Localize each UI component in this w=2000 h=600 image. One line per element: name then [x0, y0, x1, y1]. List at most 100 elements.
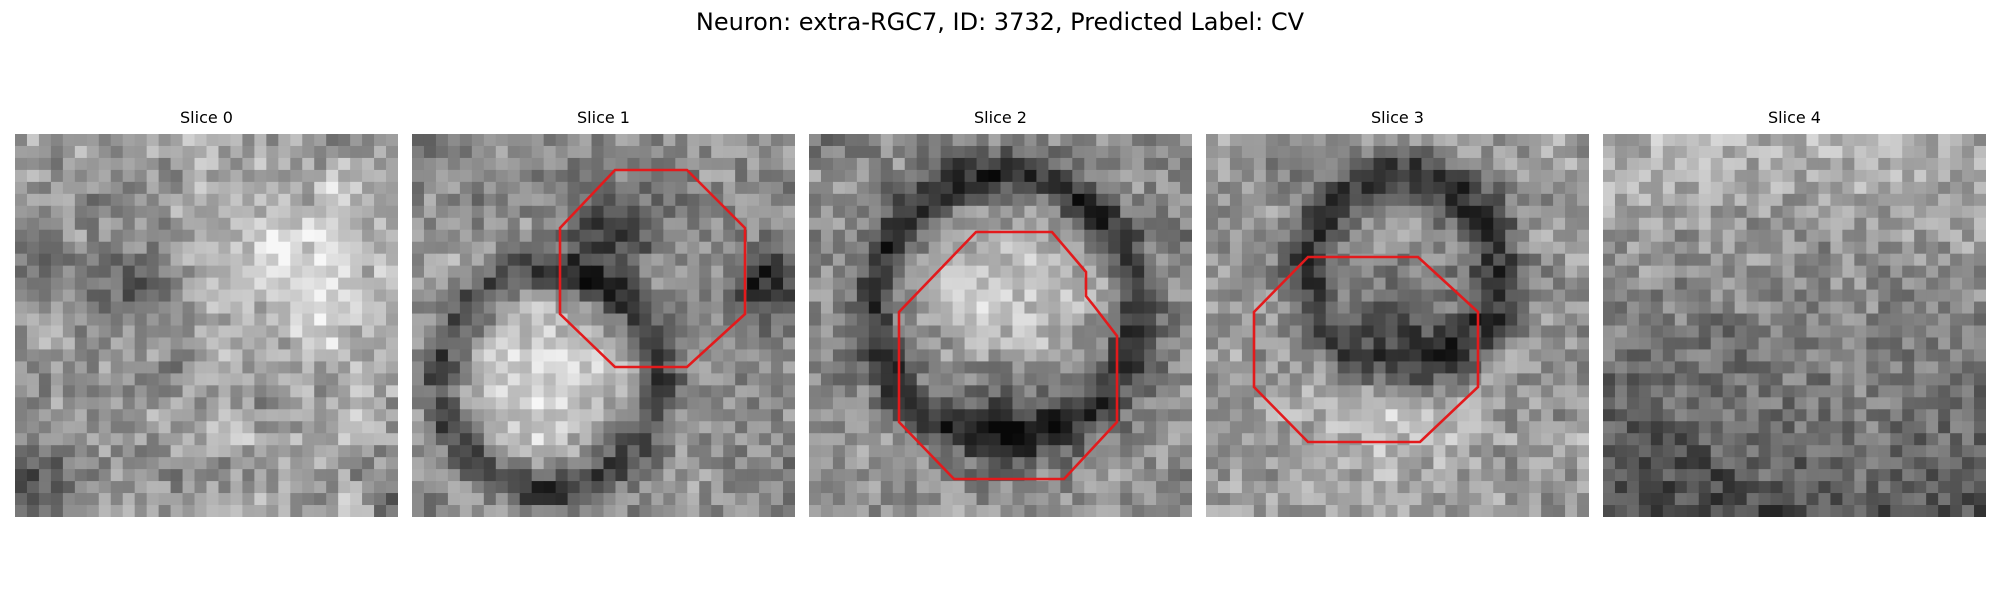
pixel: [952, 301, 966, 315]
pixel: [471, 349, 485, 363]
pixel: [928, 337, 942, 351]
pixel: [1325, 505, 1339, 517]
pixel: [1938, 217, 1951, 231]
pixel: [1457, 157, 1470, 171]
pixel: [615, 421, 629, 434]
pixel: [26, 421, 40, 434]
pixel: [423, 325, 437, 339]
pixel: [1024, 253, 1038, 267]
pixel: [495, 193, 509, 207]
pixel: [543, 349, 557, 363]
pixel: [820, 157, 834, 171]
pixel: [507, 229, 521, 243]
pixel: [338, 397, 351, 410]
pixel: [1048, 193, 1061, 207]
pixel: [1914, 433, 1927, 446]
pixel: [1241, 409, 1255, 422]
pixel: [809, 157, 822, 171]
pixel: [964, 277, 978, 291]
pixel: [952, 421, 966, 434]
pixel: [1132, 385, 1145, 398]
pixel: [1469, 481, 1482, 494]
pixel: [1758, 433, 1772, 446]
pixel: [459, 301, 473, 315]
pixel: [1373, 157, 1387, 171]
pixel: [1493, 181, 1506, 195]
pixel: [1938, 349, 1951, 363]
pixel: [242, 145, 255, 159]
pixel: [675, 493, 688, 506]
pixel: [1638, 385, 1652, 398]
pixel: [687, 145, 700, 159]
pixel: [1048, 481, 1061, 494]
pixel: [15, 481, 28, 494]
pixel: [868, 445, 882, 458]
pixel: [338, 457, 351, 470]
pixel: [1734, 217, 1748, 231]
pixel: [350, 457, 363, 470]
pixel: [1229, 385, 1243, 398]
pixel: [98, 313, 112, 327]
pixel: [856, 301, 870, 315]
pixel: [1206, 337, 1219, 351]
pixel: [1120, 145, 1133, 159]
pixel: [1890, 169, 1903, 183]
pixel: [976, 433, 990, 446]
pixel: [519, 385, 533, 398]
pixel: [976, 134, 990, 147]
pixel: [194, 145, 208, 159]
slice-pixel-grid: [412, 134, 795, 517]
pixel: [412, 457, 425, 470]
pixel: [940, 325, 954, 339]
pixel: [711, 253, 724, 267]
pixel: [1782, 409, 1796, 422]
pixel: [1902, 337, 1915, 351]
pixel: [471, 385, 485, 398]
pixel: [1433, 361, 1446, 374]
pixel: [1782, 277, 1796, 291]
pixel: [242, 457, 255, 470]
pixel: [759, 205, 772, 219]
pixel: [1229, 349, 1243, 363]
pixel: [844, 277, 858, 291]
pixel: [483, 481, 497, 494]
pixel: [1012, 325, 1026, 339]
pixel: [1565, 337, 1578, 351]
pixel: [1325, 445, 1339, 458]
pixel: [1758, 169, 1772, 183]
pixel: [1409, 433, 1423, 446]
pixel: [254, 157, 267, 171]
pixel: [1397, 433, 1411, 446]
pixel: [1638, 229, 1652, 243]
pixel: [1373, 301, 1387, 315]
pixel: [1914, 277, 1927, 291]
pixel: [423, 421, 437, 434]
pixel: [1373, 493, 1387, 506]
pixel: [146, 457, 160, 470]
pixel: [663, 301, 676, 315]
pixel: [1060, 265, 1073, 279]
pixel: [1950, 361, 1963, 374]
slice-image: [809, 134, 1192, 517]
pixel: [1229, 493, 1243, 506]
pixel: [1493, 385, 1506, 398]
pixel: [1758, 337, 1772, 351]
pixel: [687, 493, 700, 506]
pixel: [1950, 145, 1963, 159]
pixel: [1036, 409, 1049, 422]
pixel: [362, 265, 375, 279]
pixel: [952, 409, 966, 422]
pixel: [1974, 349, 1986, 363]
pixel: [1206, 193, 1219, 207]
pixel: [1974, 313, 1986, 327]
pixel: [1746, 325, 1760, 339]
pixel: [1409, 193, 1423, 207]
pixel: [1385, 385, 1399, 398]
pixel: [1012, 134, 1026, 147]
pixel: [1301, 421, 1315, 434]
pixel: [1289, 205, 1303, 219]
pixel: [1710, 385, 1724, 398]
pixel: [507, 397, 521, 410]
pixel: [1650, 397, 1664, 410]
pixel: [519, 325, 533, 339]
